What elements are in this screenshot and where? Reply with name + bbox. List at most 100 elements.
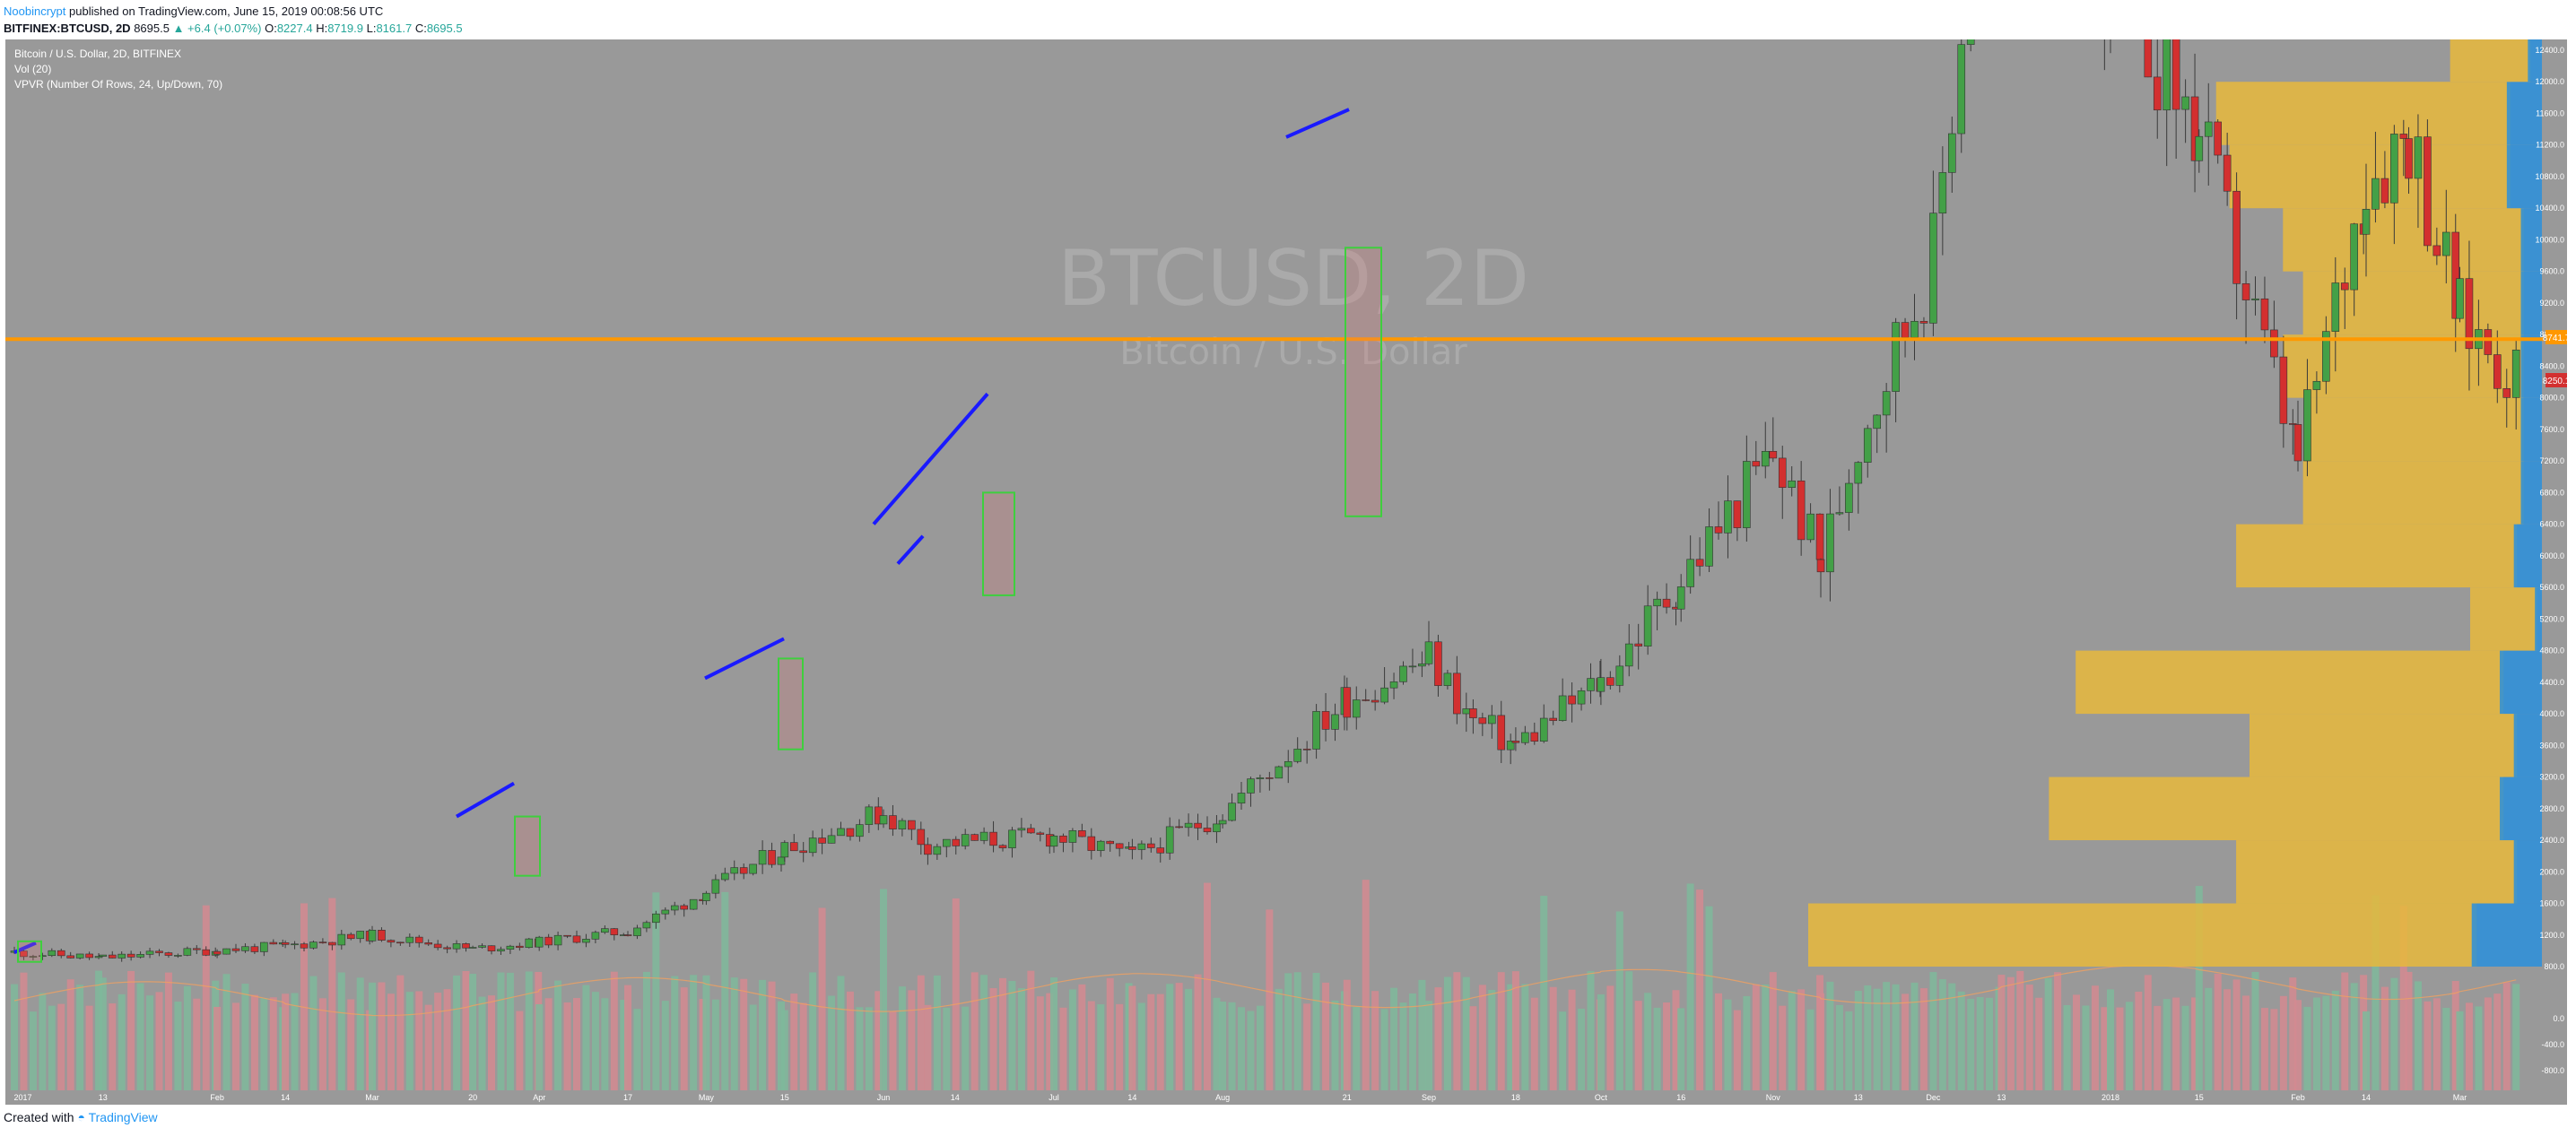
candle-up [1462, 708, 1471, 715]
candle-down [346, 933, 355, 940]
volume-bar [1418, 979, 1426, 1090]
price-tick-label: 7200.0 [2539, 456, 2564, 465]
candle-up [1165, 826, 1174, 854]
volume-bar [1046, 993, 1054, 1090]
candle-down [1511, 741, 1520, 743]
candle-down [908, 820, 916, 830]
volume-bar [2251, 971, 2259, 1090]
trendline-drawing [1285, 108, 1350, 139]
vpvr-up-bar [2236, 524, 2518, 588]
volume-bar [1997, 975, 2006, 1090]
drawings-layer [5, 108, 2544, 963]
volume-bar [193, 998, 201, 1090]
volume-bar [516, 1011, 524, 1090]
tradingview-link[interactable]: TradingView [88, 1110, 158, 1124]
candle-down [433, 943, 442, 949]
candle-up [2511, 349, 2520, 398]
volume-bar [2232, 979, 2241, 1090]
candle-down [1115, 843, 1124, 849]
volume-bar [222, 974, 231, 1090]
tradingview-logo-icon[interactable]: ◓ [77, 1110, 85, 1124]
volume-bar [740, 978, 748, 1090]
time-tick-label: Feb [2291, 1093, 2305, 1102]
candle-down [1634, 643, 1642, 646]
candle-up [1929, 213, 1937, 324]
volume-bar [1390, 987, 1398, 1090]
candle-down [126, 953, 135, 958]
orange-line-label-bg [2546, 330, 2567, 344]
candle-down [2144, 39, 2153, 78]
volume-bar [2414, 981, 2422, 1090]
candle-down [300, 943, 309, 949]
candles-layer [10, 39, 2520, 962]
volume-bar [2144, 975, 2152, 1090]
price-tick-label: 9600.0 [2539, 267, 2564, 276]
candle-up [780, 842, 789, 858]
published-text: published on TradingView.com, June 15, 2… [69, 4, 384, 18]
price-tick-label: -400.0 [2541, 1040, 2564, 1049]
vpvr-down-bar [2471, 903, 2542, 967]
candle-down [396, 941, 405, 944]
candle-up [1228, 803, 1236, 821]
candle-up [865, 806, 874, 825]
volume-bar [462, 971, 470, 1090]
vpvr-down-bar [2520, 271, 2542, 335]
candle-up [749, 863, 757, 874]
volume-bar [2101, 1007, 2109, 1090]
vpvr-up-bar [2076, 650, 2504, 715]
candle-up [1247, 778, 1255, 794]
candle-up [1049, 835, 1058, 847]
volume-bar [601, 998, 609, 1090]
candle-down [1901, 322, 1910, 338]
volume-bar [1050, 977, 1057, 1090]
candle-down [623, 934, 632, 936]
candle-up [652, 913, 660, 924]
candle-up [2322, 331, 2330, 382]
price-tick-label: 10000.0 [2535, 235, 2564, 244]
legend-volume: Vol (20) [14, 63, 51, 75]
candle-down [1478, 717, 1487, 725]
vpvr-down-bar [2520, 397, 2542, 462]
volume-bar [291, 993, 299, 1090]
candle-up [711, 879, 720, 894]
candle-down [998, 845, 1007, 848]
volume-bar [1068, 989, 1076, 1090]
volume-bar [1578, 1008, 1586, 1090]
price-chart[interactable]: BTCUSD, 2D Bitcoin / U.S. Dollar Bitcoin… [5, 39, 2567, 1105]
volume-bar [563, 1002, 571, 1090]
volume-bar [1873, 988, 1881, 1090]
volume-bar [424, 1004, 432, 1090]
volume-bar [535, 1003, 544, 1090]
candle-up [174, 955, 182, 957]
high-value: 8719.9 [327, 22, 363, 35]
volume-bar [2512, 984, 2520, 1090]
candle-down [2340, 282, 2349, 291]
volume-bar [109, 1003, 117, 1090]
open-label: O: [265, 22, 277, 35]
time-axis[interactable]: 2017 13 Feb 14 Mar 20 Apr 17 May 15 Jun 14 Jul 14 Aug 2… [5, 1090, 2567, 1105]
volume-bar [1434, 987, 1442, 1090]
candle-down [952, 838, 961, 846]
candle-up [689, 898, 698, 910]
candle-down [281, 942, 290, 945]
volume-bar [202, 905, 210, 1090]
volume-bar [2181, 1005, 2189, 1090]
volume-bar [1606, 985, 1614, 1090]
trendline-drawing [872, 392, 989, 525]
volume-bar [1097, 1004, 1105, 1090]
volume-bar [20, 972, 28, 1090]
candle-down [20, 950, 28, 958]
time-tick-label: 14 [2362, 1093, 2371, 1102]
price-axis[interactable]: 12400.0 12000.0 11600.0 11200.0 10800.0 10400… [2535, 39, 2567, 1105]
vpvr-up-bar [2250, 714, 2518, 777]
volume-bar [85, 1005, 93, 1090]
candle-up [633, 927, 641, 936]
chart-area[interactable]: BTCUSD, 2D Bitcoin / U.S. Dollar Bitcoin… [5, 39, 2567, 1105]
volume-bar [702, 975, 710, 1090]
volume-bar [818, 907, 826, 1090]
vpvr-up-bar [2236, 840, 2518, 904]
author-link[interactable]: Noobincrypt [4, 4, 66, 18]
price-tick-label: 5200.0 [2539, 614, 2564, 623]
candle-up [979, 831, 988, 841]
candle-up [2181, 96, 2189, 110]
